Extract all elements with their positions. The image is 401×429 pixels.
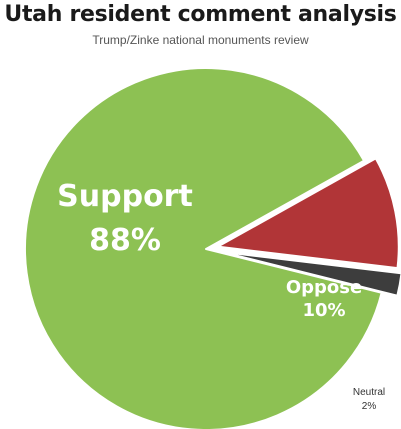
chart-title: Utah resident comment analysis	[4, 2, 397, 27]
pie-label-support-name: Support	[57, 179, 193, 214]
pie-label-oppose-name: Oppose	[286, 277, 362, 298]
pie-slice-neutral	[220, 250, 401, 297]
pie-label-oppose-value: 10%	[302, 300, 345, 321]
pie-label-neutral-name: Neutral	[353, 387, 385, 398]
pie-slice-oppose	[216, 157, 400, 270]
pie-label-neutral-value: 2%	[362, 401, 377, 412]
pie-slice-support	[24, 67, 383, 429]
pie-label-support-value: 88%	[89, 223, 161, 258]
pie-slices	[24, 67, 401, 429]
chart-subtitle: Trump/Zinke national monuments review	[92, 33, 309, 47]
